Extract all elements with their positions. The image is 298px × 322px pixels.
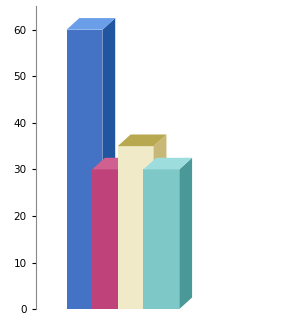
Polygon shape (179, 158, 192, 309)
Polygon shape (92, 158, 141, 169)
Polygon shape (92, 169, 128, 309)
Polygon shape (154, 135, 167, 309)
Polygon shape (128, 158, 141, 309)
Polygon shape (103, 18, 115, 309)
Polygon shape (66, 30, 103, 309)
Polygon shape (66, 18, 115, 30)
Polygon shape (118, 146, 154, 309)
Polygon shape (118, 135, 167, 146)
Polygon shape (143, 158, 192, 169)
Polygon shape (143, 169, 179, 309)
